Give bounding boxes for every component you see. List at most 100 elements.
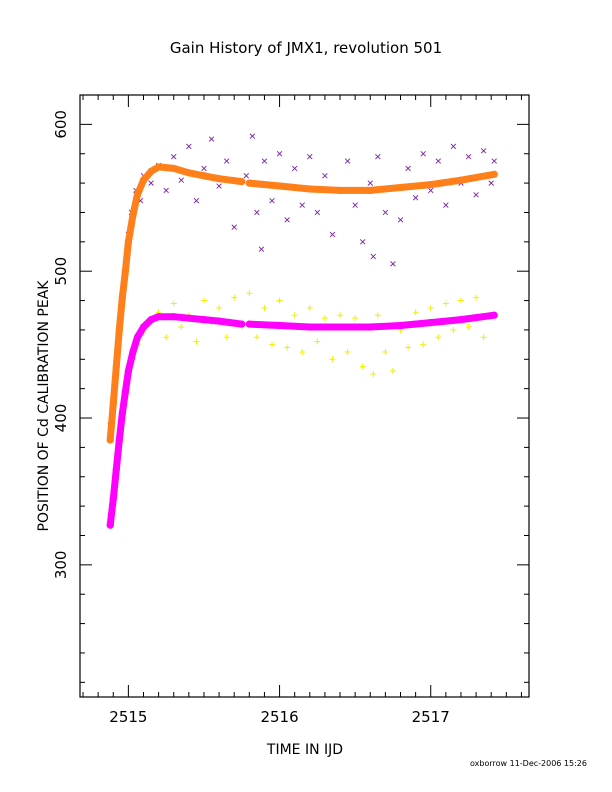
data-point-plus xyxy=(344,348,351,355)
data-point-x xyxy=(397,217,404,223)
data-point-plus xyxy=(314,338,321,345)
data-point-x xyxy=(258,246,265,252)
data-point-x xyxy=(243,173,250,179)
fit-point xyxy=(366,323,374,331)
fit-point xyxy=(238,320,246,328)
x-tick-label: 2515 xyxy=(109,708,147,726)
data-point-plus xyxy=(299,348,306,355)
data-point-plus xyxy=(370,370,377,377)
data-point-x xyxy=(370,253,377,260)
data-point-plus xyxy=(427,304,434,311)
fit-point xyxy=(170,164,178,173)
data-point-x xyxy=(178,177,185,183)
data-point-x xyxy=(276,151,283,157)
data-point-x xyxy=(216,183,222,189)
data-point-x xyxy=(231,224,237,230)
fit-point xyxy=(133,191,142,199)
x-tick-label: 2517 xyxy=(412,708,450,726)
data-point-plus xyxy=(170,300,177,307)
data-point-plus xyxy=(223,334,230,341)
x-tick-label: 2516 xyxy=(260,708,298,726)
fit-point xyxy=(106,436,114,444)
data-point-plus xyxy=(450,326,457,333)
fit-point xyxy=(115,326,123,334)
data-point-plus xyxy=(473,294,480,301)
fit-point xyxy=(121,387,129,396)
fit-point xyxy=(129,348,137,356)
fit-point xyxy=(185,169,193,177)
data-point-plus xyxy=(268,341,275,348)
data-point-plus xyxy=(216,304,223,311)
data-point-x xyxy=(405,165,411,172)
data-point-x xyxy=(428,187,434,194)
data-point-x xyxy=(299,202,305,208)
data-point-x xyxy=(435,158,442,164)
data-point-x xyxy=(352,202,358,208)
footer-credit: oxborrow 11-Dec-2006 15:26 xyxy=(470,759,587,768)
fit-point xyxy=(427,180,435,189)
data-point-plus xyxy=(284,344,291,351)
fit-point xyxy=(490,311,498,319)
data-point-x xyxy=(163,187,169,194)
fit-point xyxy=(121,267,129,275)
fit-point xyxy=(366,186,374,195)
data-point-x xyxy=(148,180,154,186)
data-point-plus xyxy=(306,304,313,311)
data-point-x xyxy=(491,158,497,164)
data-point-x xyxy=(359,239,366,245)
fit-point xyxy=(170,313,178,321)
data-point-plus xyxy=(457,297,464,304)
fit-point xyxy=(245,320,253,328)
data-point-x xyxy=(261,158,268,164)
data-point-x xyxy=(390,261,396,267)
data-point-x xyxy=(193,197,200,204)
data-point-x xyxy=(450,143,457,150)
fit-point xyxy=(124,367,132,375)
data-point-x xyxy=(329,231,336,238)
data-point-x xyxy=(465,153,472,160)
data-point-plus xyxy=(435,334,442,341)
data-point-x xyxy=(322,173,328,179)
fit-point xyxy=(118,410,126,418)
data-point-x xyxy=(208,136,215,142)
data-point-x xyxy=(284,217,290,223)
fit-point xyxy=(200,172,208,180)
data-point-plus xyxy=(276,297,283,304)
data-point-plus xyxy=(442,300,449,307)
data-point-plus xyxy=(480,334,487,341)
data-point-plus xyxy=(389,368,396,375)
data-point-x xyxy=(473,192,479,198)
y-tick-label: 500 xyxy=(52,257,70,286)
fit-point xyxy=(155,163,163,171)
y-tick-label: 600 xyxy=(52,110,70,139)
data-point-plus xyxy=(163,334,170,341)
fit-point xyxy=(106,521,114,529)
data-point-plus xyxy=(178,323,185,330)
y-axis-label: POSITION OF Cd CALIBRATION PEAK xyxy=(36,280,52,532)
fit-point xyxy=(147,316,155,324)
data-point-x xyxy=(186,143,192,150)
fit-point xyxy=(396,183,405,192)
fit-point xyxy=(112,465,120,474)
plot-frame xyxy=(79,94,530,698)
fit-point xyxy=(336,323,344,331)
data-point-x xyxy=(344,158,351,164)
data-point-plus xyxy=(382,348,389,355)
fit-point xyxy=(155,313,163,321)
data-point-x xyxy=(223,158,230,164)
x-axis-label: TIME IN IJD xyxy=(266,742,343,758)
data-point-plus xyxy=(420,341,427,348)
fit-point xyxy=(129,211,137,219)
data-point-plus xyxy=(359,363,366,370)
fit-point xyxy=(115,436,123,444)
fit-point xyxy=(490,170,498,178)
fit-point xyxy=(275,182,284,190)
data-point-x xyxy=(420,151,426,157)
data-point-x xyxy=(201,165,207,172)
data-point-x xyxy=(291,165,298,172)
fit-point xyxy=(139,176,148,184)
data-point-plus xyxy=(329,356,336,363)
fit-point xyxy=(124,238,132,246)
